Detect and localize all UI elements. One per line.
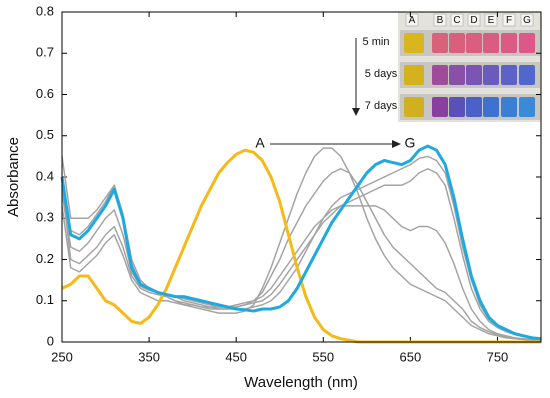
inset-column-label: G	[523, 15, 531, 26]
inset-column-label: A	[409, 15, 416, 26]
y-tick-label: 0.7	[36, 45, 54, 60]
inset-row-label: 7 days	[365, 100, 398, 112]
vial	[501, 97, 517, 117]
y-axis-title: Absorbance	[5, 137, 22, 217]
vial	[432, 65, 448, 85]
inset-label-box	[502, 13, 516, 27]
inset-column-label: D	[470, 15, 477, 26]
y-tick-label: 0.8	[36, 3, 54, 18]
vial	[404, 97, 424, 117]
vial	[519, 33, 535, 53]
inset-arrow-head	[352, 108, 360, 116]
inset-row-label: 5 min	[363, 36, 390, 48]
x-tick-label: 550	[312, 349, 334, 364]
y-tick-label: 0.2	[36, 251, 54, 266]
x-tick-label: 450	[225, 349, 247, 364]
inset-label-box	[433, 13, 447, 27]
vial	[483, 33, 499, 53]
y-tick-label: 0	[47, 333, 54, 348]
x-tick-label: 650	[400, 349, 422, 364]
vial	[449, 65, 465, 85]
spectrum-line	[60, 144, 542, 341]
inset-column-label: C	[453, 15, 460, 26]
x-tick-label: 250	[51, 349, 73, 364]
inset-label-box	[484, 13, 498, 27]
vial	[483, 65, 499, 85]
y-tick-label: 0.5	[36, 127, 54, 142]
y-tick-label: 0.3	[36, 210, 54, 225]
annotation-end: G	[405, 135, 416, 151]
inset-label-box	[520, 13, 534, 27]
spectrum-line	[61, 147, 542, 342]
vial	[483, 97, 499, 117]
annotation-arrow-head	[392, 140, 401, 148]
spectrum-line	[61, 168, 542, 340]
vial	[466, 97, 482, 117]
inset-row-label: 5 days	[365, 68, 398, 80]
vial	[404, 65, 424, 85]
x-tick-label: 750	[487, 349, 509, 364]
vial	[466, 65, 482, 85]
y-tick-label: 0.1	[36, 292, 54, 307]
vial	[449, 33, 465, 53]
y-tick-label: 0.4	[36, 168, 54, 183]
y-tick-label: 0.6	[36, 86, 54, 101]
inset-label-box	[405, 13, 419, 27]
vial	[432, 97, 448, 117]
vial	[449, 97, 465, 117]
inset-label-box	[467, 13, 481, 27]
vial	[501, 65, 517, 85]
x-axis-title: Wavelength (nm)	[244, 374, 358, 391]
inset-column-label: B	[437, 15, 444, 26]
vial	[501, 33, 517, 53]
vial	[466, 33, 482, 53]
inset-column-label: E	[488, 15, 495, 26]
inset-column-label: F	[506, 15, 512, 26]
vial	[432, 33, 448, 53]
vial	[519, 97, 535, 117]
spectrum-line	[61, 168, 542, 342]
inset-label-box	[450, 13, 464, 27]
annotation-start: A	[255, 135, 265, 151]
vial	[404, 33, 424, 53]
vial	[519, 65, 535, 85]
x-tick-label: 350	[138, 349, 160, 364]
spectrum-line	[61, 205, 542, 341]
plot-frame	[61, 11, 542, 343]
